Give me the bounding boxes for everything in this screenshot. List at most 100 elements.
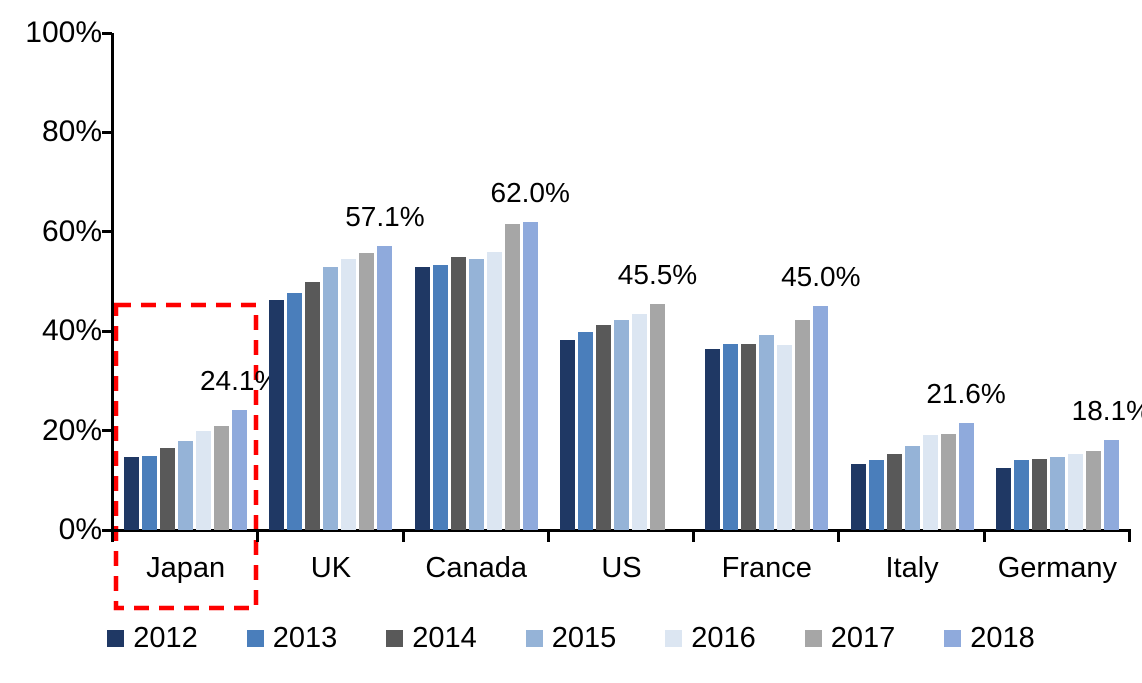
- legend-label: 2012: [133, 622, 198, 654]
- bar-2015-italy: [904, 445, 920, 530]
- bar-2015-france: [759, 334, 775, 530]
- y-axis-tick-label: 0%: [58, 513, 102, 546]
- x-axis-category-label: UK: [310, 552, 352, 584]
- bar-2012-canada: [414, 266, 430, 530]
- legend-label: 2018: [970, 622, 1035, 654]
- bar-2012-japan: [124, 457, 140, 530]
- bar-2016-italy: [922, 435, 938, 530]
- bar-2018-germany: [1103, 440, 1119, 530]
- legend-swatch-icon: [386, 630, 404, 647]
- bar-2014-us: [596, 325, 611, 530]
- bar-2013-france: [723, 343, 739, 530]
- bar-2015-canada: [468, 259, 484, 530]
- y-axis-tick-label: 20%: [41, 413, 102, 447]
- bar-2012-us: [560, 340, 575, 530]
- bar-2013-uk: [287, 293, 303, 530]
- x-tick-mark: [1128, 530, 1131, 542]
- y-axis-tick-label: 60%: [41, 214, 102, 248]
- bar-2016-uk: [341, 258, 357, 530]
- legend-label: 2014: [412, 622, 477, 654]
- y-tick-mark: [102, 130, 112, 134]
- x-axis-category-label: Germany: [997, 552, 1117, 584]
- legend-swatch-icon: [246, 630, 264, 647]
- x-tick-mark: [546, 530, 550, 542]
- x-tick-mark: [401, 530, 405, 542]
- y-tick-mark: [102, 230, 112, 234]
- bar-2017-canada: [504, 224, 520, 530]
- bar-2014-germany: [1031, 458, 1047, 530]
- x-tick-mark: [111, 530, 114, 542]
- bar-2018-italy: [958, 422, 974, 530]
- y-axis-tick-label: 80%: [41, 115, 102, 149]
- legend-item-2013: 2013: [246, 622, 338, 655]
- legend-item-2015: 2015: [525, 622, 617, 655]
- y-tick-mark: [102, 329, 112, 333]
- bar-2013-us: [578, 331, 593, 530]
- bar-2016-us: [632, 313, 647, 530]
- legend-label: 2015: [551, 622, 617, 654]
- legend-label: 2013: [272, 622, 338, 654]
- x-tick-mark: [692, 530, 696, 542]
- x-tick-mark: [837, 530, 841, 542]
- bar-2016-france: [777, 344, 793, 530]
- bar-2018-canada: [522, 221, 538, 530]
- legend-label: 2016: [691, 622, 756, 654]
- bar-2014-canada: [450, 257, 466, 530]
- bar-2015-germany: [1049, 456, 1065, 530]
- bar-2014-uk: [305, 282, 321, 530]
- bar-2016-canada: [486, 251, 502, 530]
- bar-2017-italy: [940, 434, 956, 530]
- y-axis-line: [111, 33, 114, 532]
- legend-item-2017: 2017: [804, 622, 895, 655]
- bar-2014-italy: [886, 453, 902, 530]
- bar-2015-us: [614, 320, 629, 530]
- bar-2017-us: [650, 303, 665, 530]
- bar-2012-germany: [995, 467, 1011, 530]
- chart-legend: 2012 2013 2014 2015 2016 2017 2018: [0, 622, 1142, 655]
- bar-2012-uk: [269, 300, 285, 530]
- data-label-germany: 18.1%: [1071, 395, 1142, 427]
- bar-2017-france: [795, 320, 811, 530]
- data-label-canada: 62.0%: [490, 176, 570, 208]
- y-tick-mark: [102, 31, 112, 35]
- legend-item-2018: 2018: [944, 622, 1035, 655]
- legend-swatch-icon: [804, 630, 822, 647]
- x-axis-category-label: France: [721, 552, 812, 584]
- bar-2016-germany: [1067, 453, 1083, 530]
- legend-item-2016: 2016: [665, 622, 756, 655]
- x-axis-category-label: Canada: [425, 552, 527, 584]
- legend-swatch-icon: [944, 630, 962, 647]
- data-label-us: 45.5%: [617, 258, 698, 290]
- legend-item-2012: 2012: [107, 622, 198, 655]
- y-tick-mark: [102, 528, 112, 532]
- x-tick-mark: [256, 530, 260, 542]
- y-axis-tick-label: 100%: [25, 16, 102, 49]
- data-label-japan: 24.1%: [199, 365, 280, 397]
- bar-2015-uk: [323, 267, 339, 530]
- bar-2015-japan: [178, 441, 194, 530]
- bar-2017-uk: [359, 253, 375, 530]
- bar-2014-france: [741, 343, 757, 530]
- bar-2012-italy: [850, 464, 866, 530]
- bar-2016-japan: [196, 431, 212, 530]
- bar-2018-japan: [232, 410, 248, 530]
- x-axis-line: [111, 529, 1131, 532]
- data-label-uk: 57.1%: [345, 201, 425, 233]
- x-axis-category-label: Japan: [146, 552, 226, 584]
- bar-2017-germany: [1085, 450, 1101, 530]
- y-tick-mark: [102, 429, 112, 433]
- x-axis-category-label: US: [601, 552, 642, 584]
- bar-2014-japan: [160, 448, 176, 530]
- bar-2018-france: [813, 306, 829, 530]
- data-label-france: 45.0%: [781, 261, 861, 293]
- bar-2017-japan: [214, 425, 230, 530]
- legend-swatch-icon: [665, 630, 683, 647]
- bar-2018-uk: [377, 246, 393, 530]
- bar-2013-canada: [432, 264, 448, 530]
- legend-item-2014: 2014: [386, 622, 477, 655]
- bar-2013-japan: [142, 456, 158, 530]
- x-axis-category-label: Italy: [885, 552, 939, 584]
- data-label-italy: 21.6%: [926, 377, 1006, 409]
- legend-swatch-icon: [525, 630, 543, 647]
